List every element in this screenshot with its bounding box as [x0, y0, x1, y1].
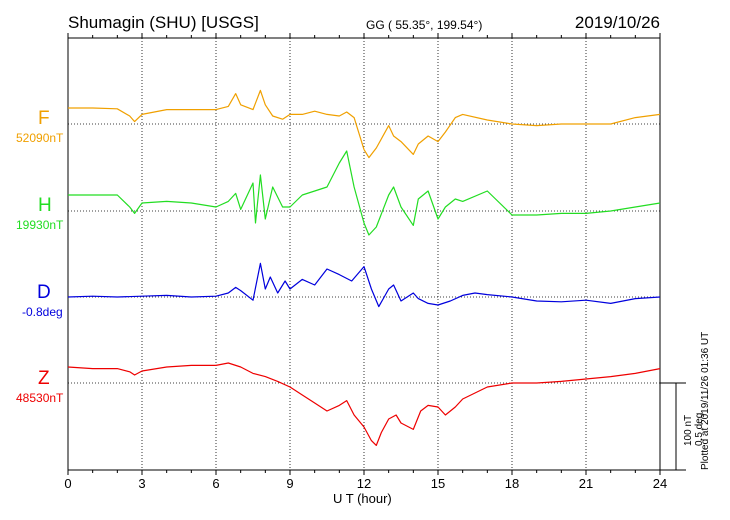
series-h-line — [68, 150, 661, 236]
x-tick-label: 9 — [286, 476, 293, 491]
d-baseline-value: -0.8deg — [22, 305, 63, 319]
series-d-line — [67, 262, 661, 308]
z-component-label: Z — [38, 368, 50, 389]
f-component-label: F — [38, 108, 50, 129]
x-tick-label: 12 — [357, 476, 371, 491]
plotted-timestamp: Plotted at 2019/11/26 01:36 UT — [700, 331, 711, 470]
series-f-line — [68, 89, 661, 159]
x-tick-label: 15 — [431, 476, 445, 491]
d-component-label: D — [37, 282, 51, 303]
scale-nt-label: 100 nT — [683, 414, 694, 446]
h-component-label: H — [38, 195, 52, 216]
z-baseline-value: 48530nT — [16, 391, 64, 405]
x-tick-label: 24 — [653, 476, 667, 491]
x-tick-label: 6 — [212, 476, 219, 491]
geo-coordinates: GG ( 55.35°, 199.54°) — [366, 18, 483, 32]
x-tick-label: 0 — [64, 476, 71, 491]
station-title: Shumagin (SHU) [USGS] — [68, 13, 259, 32]
series-z-line — [67, 362, 661, 446]
x-tick-label: 21 — [579, 476, 593, 491]
plot-date: 2019/10/26 — [574, 13, 660, 32]
f-baseline-value: 52090nT — [16, 131, 64, 145]
x-axis-label: U T (hour) — [333, 491, 392, 506]
x-tick-label: 18 — [505, 476, 519, 491]
h-baseline-value: 19930nT — [16, 218, 64, 232]
x-tick-label: 3 — [138, 476, 145, 491]
